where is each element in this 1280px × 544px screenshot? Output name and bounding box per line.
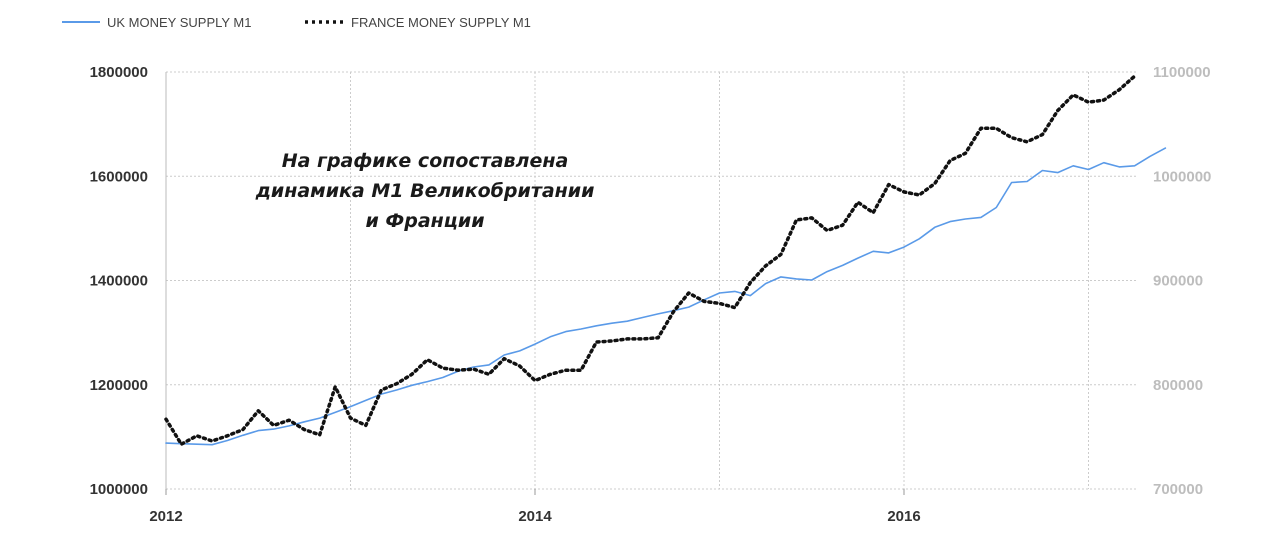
y-left-tick-label: 1400000: [90, 273, 148, 290]
legend-label-uk: UK MONEY SUPPLY M1: [107, 15, 252, 30]
y-left-tick-label: 1000000: [90, 481, 148, 498]
annotation-line-2: динамика М1 Великобритании: [255, 180, 595, 202]
series-line-uk: [165, 147, 1167, 446]
y-left-tick-label: 1800000: [90, 64, 148, 81]
y-right-tick-label: 800000: [1153, 377, 1203, 394]
y-left-tick-label: 1600000: [90, 168, 148, 185]
y-right-tick-label: 1100000: [1153, 64, 1211, 81]
y-axis-left: 1800000 1600000 1400000 1200000 1000000: [90, 64, 148, 498]
y-left-tick-label: 1200000: [90, 377, 148, 394]
legend: UK MONEY SUPPLY M1 FRANCE MONEY SUPPLY M…: [62, 15, 531, 30]
series-lines: [164, 74, 1167, 446]
legend-item-uk[interactable]: UK MONEY SUPPLY M1: [62, 15, 252, 30]
y-right-tick-label: 900000: [1153, 273, 1203, 290]
x-axis: 2012 2014 2016: [149, 489, 921, 525]
x-tick-label: 2016: [887, 508, 920, 525]
y-right-tick-label: 1000000: [1153, 168, 1211, 185]
annotation-line-3: и Франции: [365, 210, 485, 232]
x-tick-label: 2014: [518, 508, 552, 525]
legend-item-france[interactable]: FRANCE MONEY SUPPLY M1: [305, 15, 531, 30]
legend-label-france: FRANCE MONEY SUPPLY M1: [351, 15, 531, 30]
annotation-line-1: На графике сопоставлена: [281, 150, 569, 172]
y-right-tick-label: 700000: [1153, 481, 1203, 498]
y-axis-right: 1100000 1000000 900000 800000 700000: [1153, 64, 1211, 498]
series-line-france: [164, 74, 1137, 446]
x-tick-label: 2012: [149, 508, 182, 525]
chart-annotation: На графике сопоставлена динамика М1 Вели…: [225, 146, 625, 236]
grid: [165, 71, 1138, 490]
